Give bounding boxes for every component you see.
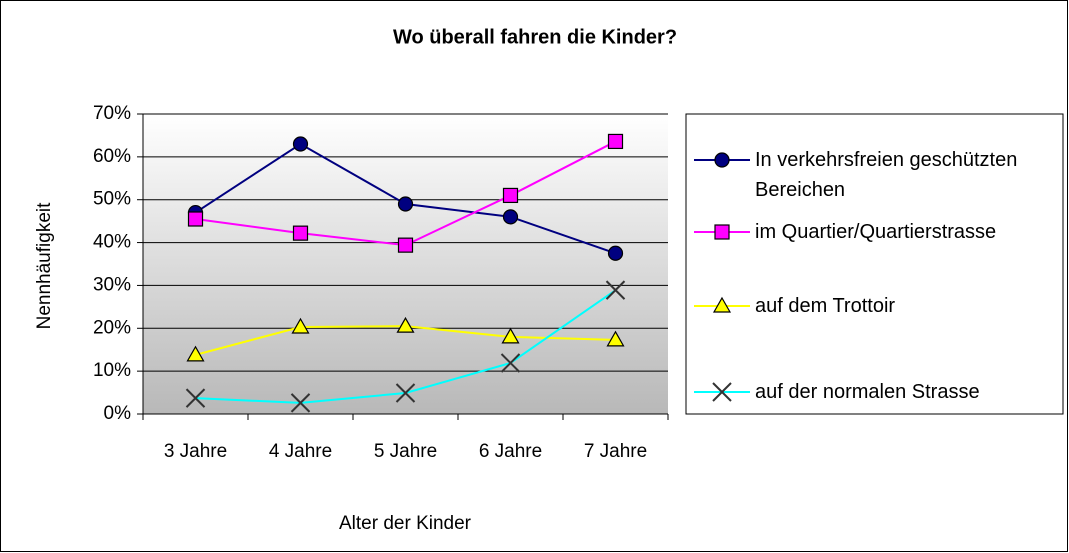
data-point [185,388,206,408]
x-axis-label: Alter der Kinder [339,513,472,534]
legend-marker [714,224,730,240]
y-tick-label: 10% [93,360,131,381]
data-point [395,383,416,403]
y-tick-label: 20% [93,317,131,338]
data-point [187,211,204,227]
y-tick-label: 0% [104,403,132,424]
data-point [502,187,519,204]
data-point [500,353,521,373]
x-tick-label: 5 Jahre [374,441,437,462]
data-point [396,316,415,333]
data-point [607,245,624,261]
data-point [502,209,519,225]
y-tick-label: 40% [93,232,131,253]
y-tick-label: 50% [93,189,131,210]
y-tick-label: 60% [93,146,131,167]
y-tick-label: 30% [93,274,131,295]
y-axis-label: Nennhäufigkeit [34,202,55,329]
x-tick-label: 7 Jahre [584,441,647,462]
data-point [397,196,414,212]
y-tick-label: 70% [93,103,131,124]
legend-label: auf der normalen Strasse [755,381,980,403]
data-point [292,225,309,241]
legend-label: im Quartier/Quartierstrasse [755,221,997,243]
legend-marker [714,152,730,168]
data-point [606,330,625,347]
x-tick-label: 4 Jahre [269,441,332,462]
legend-marker [712,296,732,313]
x-tick-label: 6 Jahre [479,441,542,462]
data-point [605,280,626,300]
chart-title: Wo überall fahren die Kinder? [393,26,677,48]
legend-marker [712,382,732,402]
legend-label: In verkehrsfreien geschützten Bereichen [755,149,1018,201]
legend-label: auf dem Trottoir [755,295,896,317]
x-tick-label: 3 Jahre [164,441,227,462]
data-point [607,133,624,150]
data-point [397,237,414,253]
plot-area [143,114,668,414]
data-point [291,317,310,334]
data-point [501,327,520,344]
data-point [292,136,309,152]
data-point [186,345,205,362]
data-point [290,393,311,413]
legend-box [685,113,1064,415]
